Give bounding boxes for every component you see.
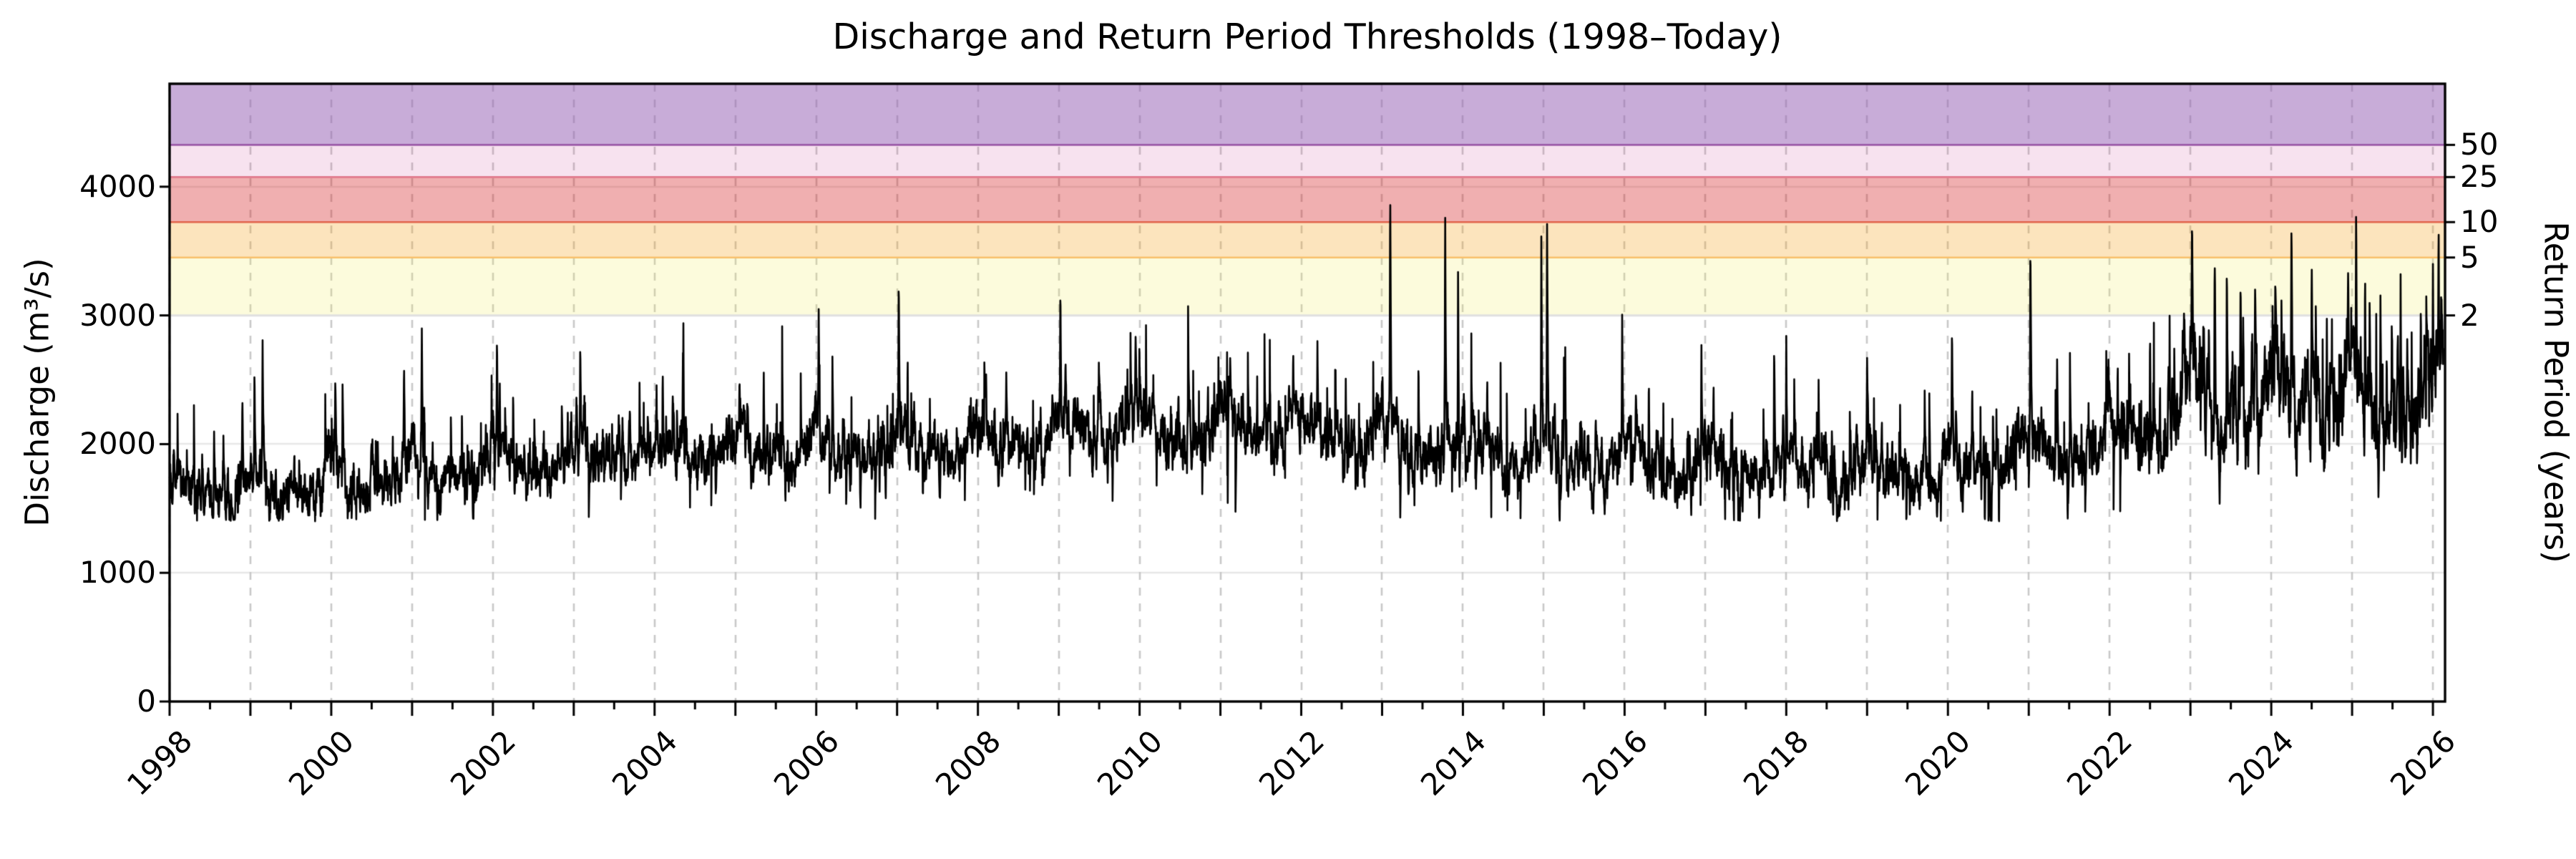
discharge-tick-label: 2000	[79, 426, 156, 462]
return-period-tick-label: 2	[2460, 297, 2479, 333]
return-period-tick-label: 50	[2460, 127, 2499, 162]
return-period-tick-label: 25	[2460, 159, 2499, 195]
return-period-tick-label: 5	[2460, 239, 2479, 275]
y-axis-label-discharge: Discharge (m³/s)	[18, 258, 57, 527]
discharge-tick-label: 4000	[79, 168, 156, 204]
discharge-tick-label: 1000	[79, 555, 156, 591]
y-axis-label-return-period: Return Period (years)	[2537, 221, 2575, 563]
return-period-tick-label: 10	[2460, 204, 2499, 240]
discharge-tick-label: 3000	[79, 297, 156, 333]
discharge-tick-label: 0	[137, 684, 156, 719]
chart-title: Discharge and Return Period Thresholds (…	[832, 16, 1782, 57]
